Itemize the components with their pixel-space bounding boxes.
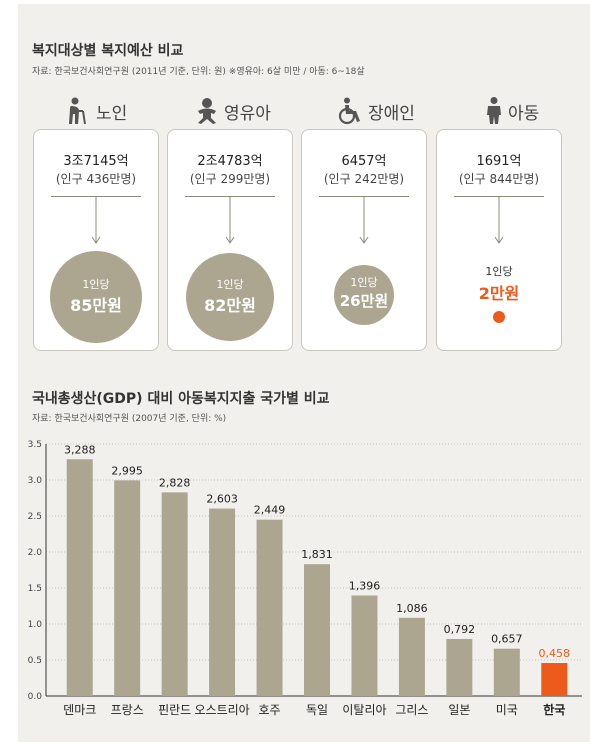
- group-header-disabled: 장애인: [336, 97, 415, 125]
- data-label: 2,828: [159, 476, 191, 489]
- group-header-elderly: 노인: [66, 97, 127, 125]
- connector-line: [319, 196, 409, 197]
- top-title: 복지대상별 복지예산 비교: [32, 43, 184, 59]
- x-tick-label: 그리스: [395, 703, 428, 717]
- x-tick-label: 일본: [448, 703, 470, 717]
- top-source: 자료: 한국보건사회연구원 (2011년 기준, 단위: 원) ※영유아: 6살…: [32, 67, 365, 77]
- connector-line: [185, 196, 275, 197]
- data-label: 2,995: [111, 464, 143, 477]
- chart-title: 국내총생산(GDP) 대비 아동복지지출 국가별 비교: [32, 391, 330, 407]
- per-capita-circle: 1인당 85만원: [50, 251, 142, 343]
- bar: [304, 564, 330, 696]
- bar: [446, 638, 473, 696]
- data-label: 0,458: [539, 647, 571, 660]
- per-capita-dot: [493, 311, 505, 323]
- per-capita-value: 85만원: [70, 296, 122, 315]
- x-tick-label: 덴마크: [63, 703, 96, 717]
- infographic: 복지대상별 복지예산 비교 자료: 한국보건사회연구원 (2011년 기준, 단…: [18, 4, 590, 742]
- per-capita-value: 2만원: [478, 284, 520, 303]
- data-label: 1,396: [349, 579, 381, 592]
- bar: [114, 480, 141, 696]
- per-capita-circle: 1인당 26만원: [334, 265, 394, 325]
- per-capita-value: 82만원: [204, 296, 256, 315]
- x-tick-label: 핀란드: [158, 703, 191, 717]
- per-capita-label: 1인당: [350, 276, 378, 289]
- data-label: 2,449: [254, 504, 286, 517]
- chart-source: 자료: 한국보건사회연구원 (2007년 기준, 단위: %): [32, 414, 227, 424]
- y-tick-label: 1.5: [28, 584, 42, 594]
- data-label: 0,792: [444, 623, 476, 636]
- connector-line: [51, 196, 141, 197]
- x-tick-label: 오스트리아: [194, 703, 249, 717]
- bar: [398, 617, 425, 696]
- x-tick-label: 프랑스: [111, 703, 144, 717]
- y-tick-label: 0.0: [28, 692, 43, 702]
- data-label: 3,288: [64, 443, 96, 456]
- data-label: 1,831: [301, 548, 333, 561]
- data-label: 2,603: [206, 493, 238, 506]
- x-tick-label: 한국: [543, 702, 565, 717]
- baby-icon: [198, 98, 216, 124]
- population: (인구 844만명): [458, 172, 540, 186]
- elderly-icon: [69, 97, 86, 125]
- y-tick-label: 3.5: [28, 440, 42, 450]
- per-capita-label: 1인당: [216, 278, 244, 291]
- per-capita-value: 26만원: [339, 292, 389, 310]
- bar: [541, 663, 568, 696]
- arrow-down-icon: [91, 197, 101, 244]
- x-tick-label: 호주: [258, 703, 280, 717]
- budget: 3조7145억: [63, 154, 129, 169]
- budget: 2조4783억: [197, 154, 263, 169]
- bar: [351, 595, 378, 696]
- data-label: 0,657: [491, 633, 523, 646]
- bar: [493, 648, 520, 696]
- group-header-child: 아동: [484, 97, 539, 125]
- arrow-down-icon: [225, 197, 235, 244]
- bar: [209, 508, 236, 696]
- population: (인구 242만명): [323, 172, 405, 186]
- child-icon: [487, 97, 501, 124]
- bar: [161, 492, 188, 696]
- budget: 6457억: [341, 154, 387, 169]
- group-name-disabled: 장애인: [368, 103, 415, 124]
- arrow-down-icon: [494, 197, 504, 244]
- budget: 1691억: [476, 154, 522, 169]
- y-tick-label: 2.5: [28, 512, 42, 522]
- group-card-baby: 2조4783억 (인구 299만명) 1인당 82만원: [167, 129, 293, 351]
- x-tick-label: 독일: [306, 703, 328, 717]
- y-tick-label: 0.5: [28, 656, 42, 666]
- group-name-elderly: 노인: [96, 103, 128, 124]
- x-tick-label: 이탈리아: [342, 703, 386, 717]
- group-header-baby: 영유아: [194, 97, 271, 125]
- y-tick-label: 3.0: [28, 476, 43, 486]
- wheelchair-icon: [338, 97, 360, 125]
- group-name-baby: 영유아: [224, 103, 271, 124]
- bar: [256, 519, 283, 696]
- y-tick-label: 1.0: [28, 620, 43, 630]
- bar: [66, 459, 93, 696]
- bar-chart: 0.0 0.5 1.0 1.5 2.0 2.5 3.0 3.5 3,288 덴마크 2,995 프랑스…: [28, 440, 582, 717]
- per-capita-circle: 1인당 82만원: [186, 253, 274, 341]
- arrow-down-icon: [359, 197, 369, 244]
- y-tick-label: 2.0: [28, 548, 43, 558]
- group-card-disabled: 6457억 (인구 242만명) 1인당 26만원: [301, 129, 427, 351]
- connector-line: [454, 196, 544, 197]
- group-card-child: 1691억 (인구 844만명) 1인당 2만원: [436, 129, 562, 351]
- data-label: 1,086: [396, 602, 428, 615]
- per-capita-label: 1인당: [485, 265, 513, 278]
- x-tick-label: 미국: [496, 703, 518, 717]
- per-capita-label: 1인당: [82, 278, 110, 291]
- population: (인구 436만명): [55, 172, 137, 186]
- group-name-child: 아동: [508, 103, 540, 124]
- group-card-elderly: 3조7145억 (인구 436만명) 1인당 85만원: [33, 129, 159, 351]
- population: (인구 299만명): [189, 172, 271, 186]
